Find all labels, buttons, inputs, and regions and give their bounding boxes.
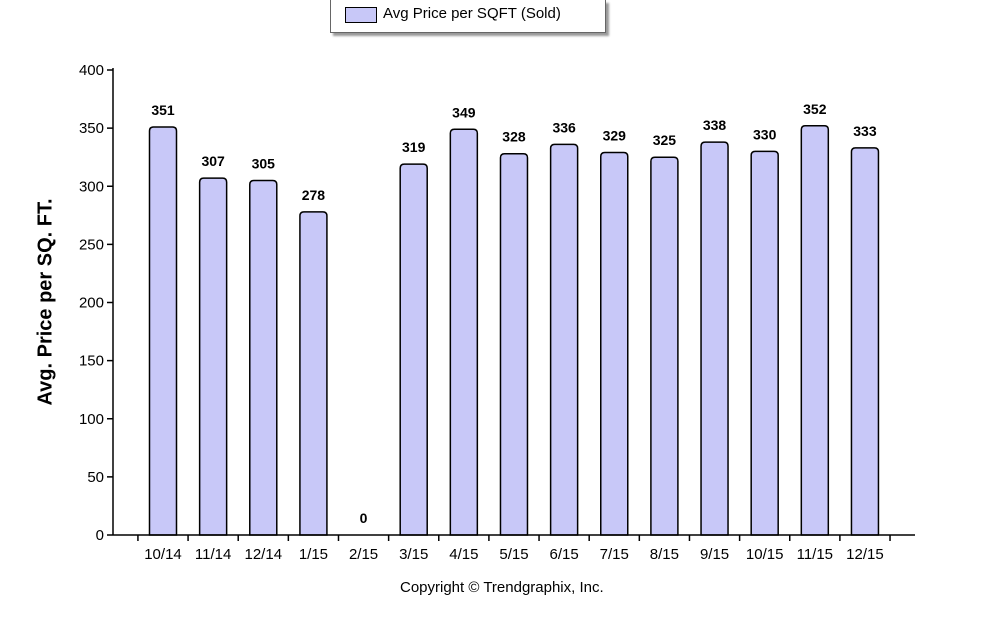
bar <box>850 147 880 536</box>
data-label: 0 <box>360 510 368 526</box>
bar <box>148 126 178 536</box>
y-tick-label: 400 <box>79 62 104 79</box>
y-tick-label: 0 <box>96 527 104 544</box>
data-label: 333 <box>853 123 877 139</box>
x-tick-label: 9/15 <box>700 546 729 563</box>
bar <box>299 211 328 536</box>
data-label: 338 <box>703 117 727 133</box>
bar <box>449 128 479 536</box>
data-label: 329 <box>603 128 627 144</box>
x-tick-label: 12/15 <box>846 546 884 563</box>
data-label: 349 <box>452 104 476 120</box>
x-tick-label: 10/15 <box>746 546 784 563</box>
y-tick-label: 300 <box>79 178 104 195</box>
y-tick-label: 200 <box>79 295 104 312</box>
copyright-footer: Copyright © Trendgraphix, Inc. <box>400 579 604 596</box>
x-tick-label: 10/14 <box>144 546 182 563</box>
bar <box>750 150 779 536</box>
legend-swatch <box>345 7 377 23</box>
x-tick-label: 12/14 <box>245 546 283 563</box>
legend-label: Avg Price per SQFT (Sold) <box>383 5 561 22</box>
bar <box>600 151 629 536</box>
data-label: 307 <box>201 153 225 169</box>
data-label: 325 <box>653 132 677 148</box>
data-label: 330 <box>753 126 777 142</box>
x-tick-label: 11/15 <box>797 546 833 563</box>
bar <box>249 179 278 536</box>
y-tick-label: 350 <box>79 120 104 137</box>
y-tick-label: 250 <box>79 236 104 253</box>
bar <box>399 163 428 536</box>
data-label: 305 <box>252 155 276 171</box>
x-tick-label: 7/15 <box>600 546 629 563</box>
bar <box>549 143 579 536</box>
x-tick-label: 11/14 <box>195 546 231 563</box>
data-label: 336 <box>552 119 576 135</box>
x-tick-label: 3/15 <box>399 546 428 563</box>
x-tick-label: 2/15 <box>349 546 378 563</box>
bar <box>650 156 679 536</box>
data-label: 278 <box>302 187 326 203</box>
data-label: 328 <box>502 129 526 145</box>
data-label: 352 <box>803 101 827 117</box>
x-tick-label: 8/15 <box>650 546 679 563</box>
bar <box>198 177 228 536</box>
bar <box>499 152 529 536</box>
x-tick-label: 5/15 <box>499 546 528 563</box>
y-tick-label: 50 <box>87 469 104 486</box>
data-label: 319 <box>402 139 426 155</box>
bar <box>700 141 729 536</box>
data-label: 351 <box>151 102 175 118</box>
x-tick-label: 4/15 <box>449 546 478 563</box>
y-axis-label: Avg. Price per SQ. FT. <box>34 198 57 406</box>
bar <box>800 125 830 536</box>
y-tick-label: 150 <box>79 353 104 370</box>
y-tick-label: 100 <box>79 411 104 428</box>
x-tick-label: 1/15 <box>299 546 328 563</box>
legend: Avg Price per SQFT (Sold) <box>330 0 606 33</box>
x-tick-label: 6/15 <box>550 546 579 563</box>
